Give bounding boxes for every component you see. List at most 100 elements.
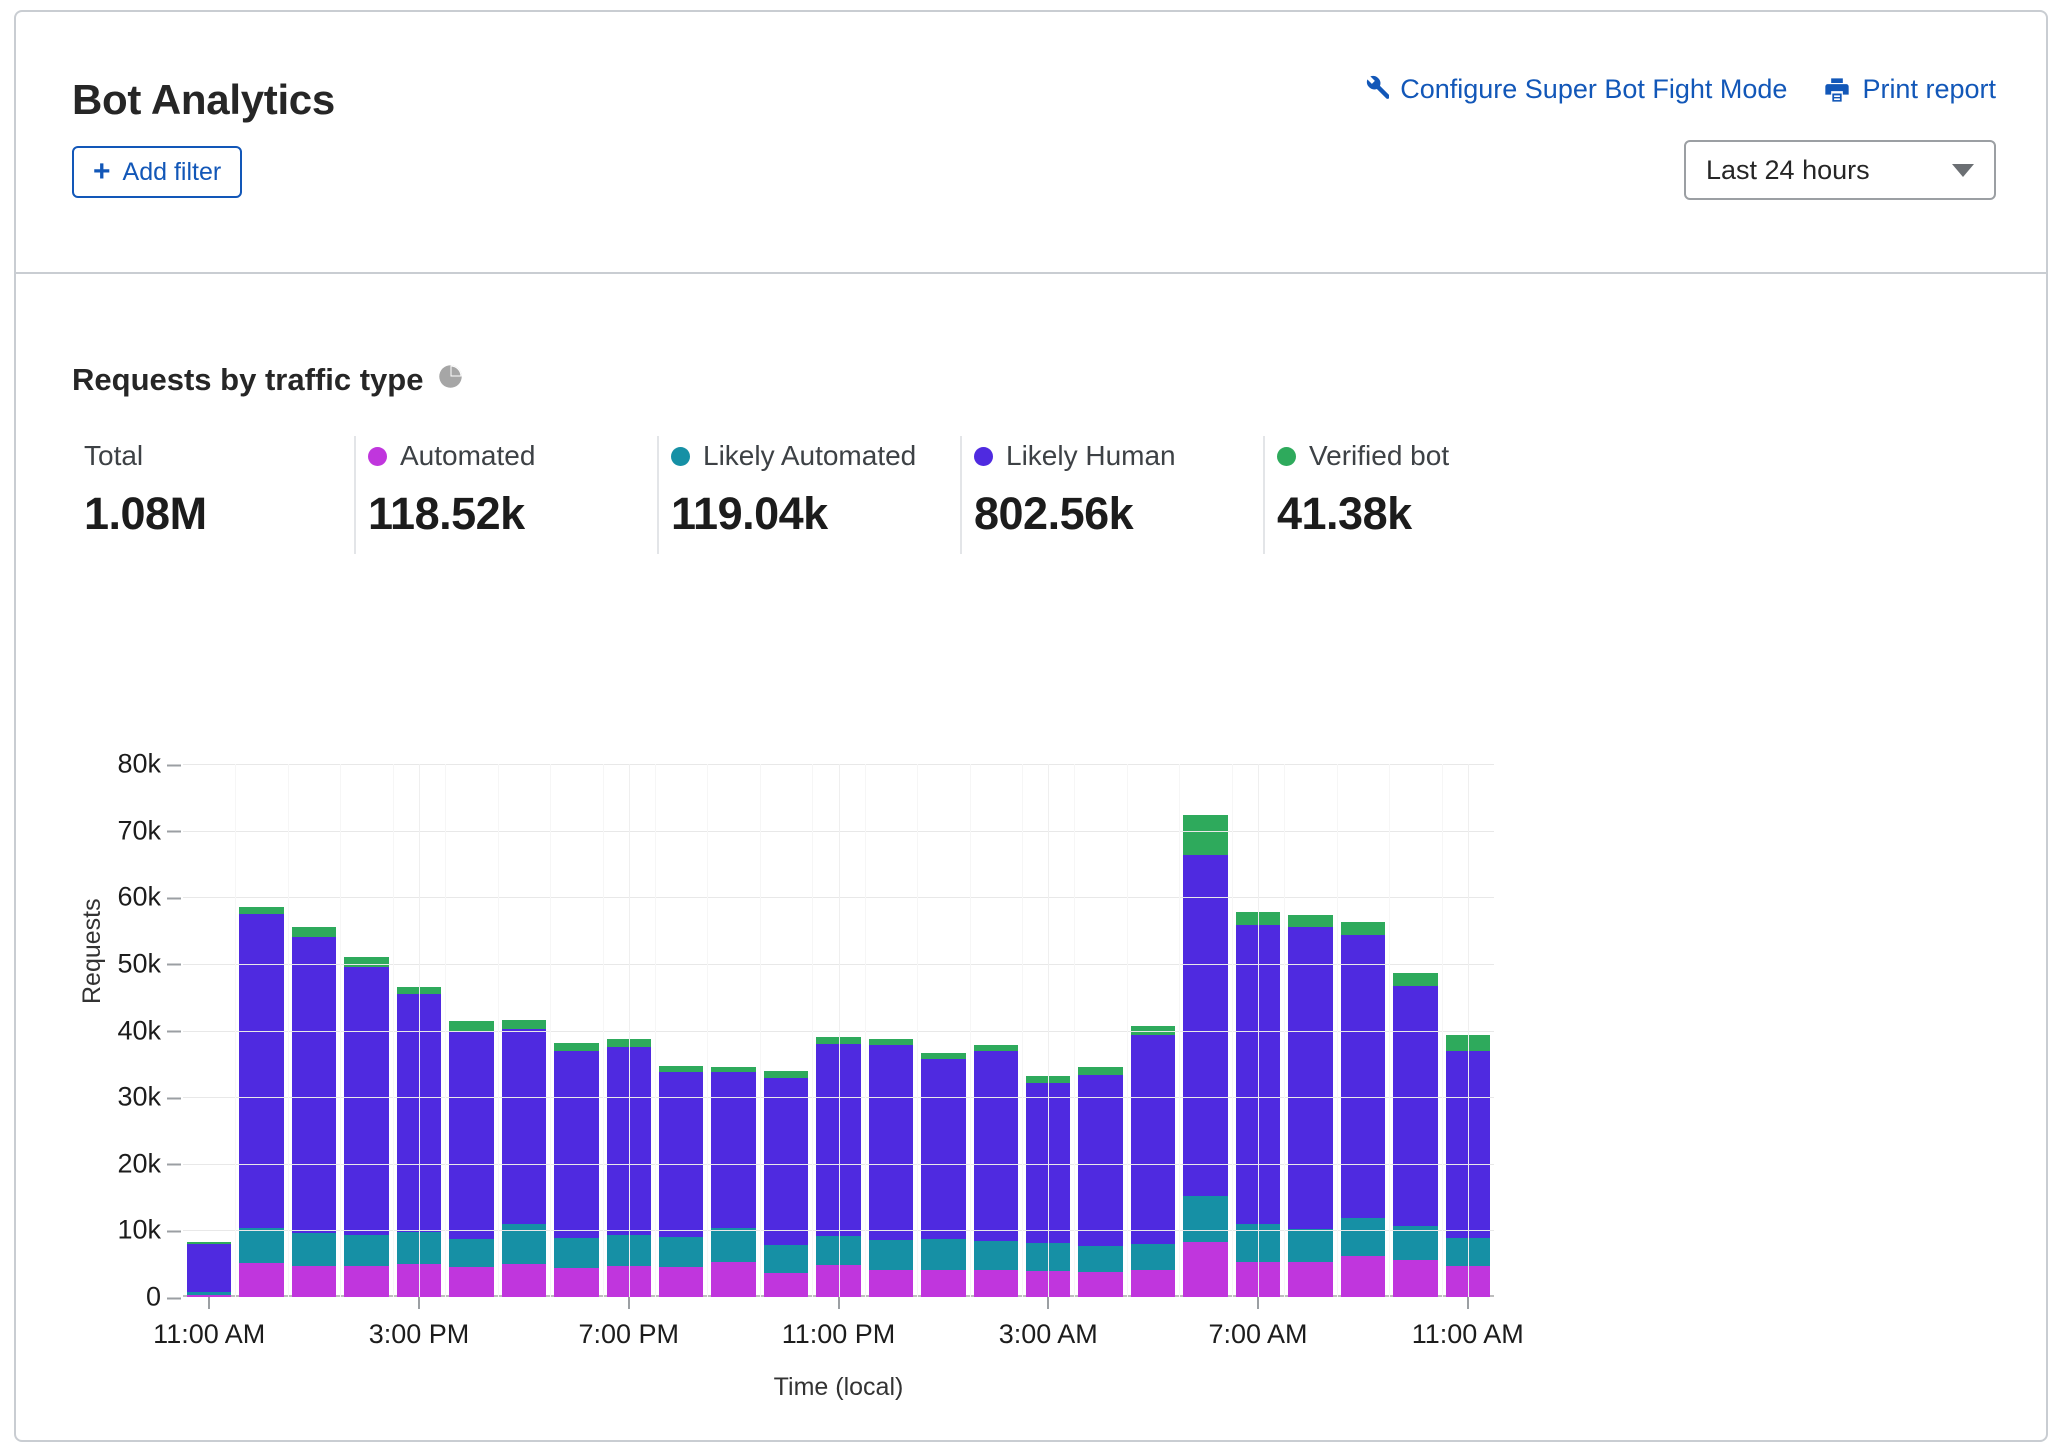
metric-label-text: Total (84, 440, 144, 471)
configure-super-bot-fight-mode-link[interactable]: Configure Super Bot Fight Mode (1359, 74, 1787, 105)
bar-segment (1183, 814, 1228, 855)
bar-column[interactable] (865, 764, 917, 1297)
bar-column[interactable] (235, 764, 287, 1297)
y-axis-tick-label: 30k (117, 1082, 183, 1113)
x-gridline-minor (759, 764, 761, 1297)
bar-segment (554, 1050, 599, 1238)
bar-segment (344, 957, 389, 968)
bar-column[interactable] (288, 764, 340, 1297)
analytics-card: Bot Analytics Configure Super Bot Fight … (14, 10, 2048, 1442)
x-axis-tick-label: 11:00 AM (1411, 1319, 1524, 1349)
bar-segment (763, 1273, 809, 1297)
bar-stack (763, 764, 809, 1297)
bar-column[interactable] (445, 764, 497, 1297)
bar-stack (1288, 764, 1333, 1297)
x-gridline-minor (1389, 764, 1391, 1297)
legend-dot-icon (974, 446, 993, 466)
x-gridline-minor (602, 764, 604, 1297)
metric-label: Likely Human (974, 436, 1263, 476)
bar-column[interactable] (498, 764, 550, 1297)
card-header: Bot Analytics Configure Super Bot Fight … (16, 12, 2046, 274)
x-axis-tick-mark (1257, 1297, 1260, 1309)
bar-column[interactable] (970, 764, 1022, 1297)
bar-column[interactable] (183, 764, 235, 1297)
bar-column[interactable] (1389, 764, 1441, 1297)
bar-column[interactable] (1179, 764, 1231, 1297)
add-filter-button[interactable]: + Add filter (72, 146, 243, 198)
bar-column[interactable] (1337, 764, 1389, 1297)
bar-segment (501, 1019, 547, 1029)
bar-segment (711, 1227, 756, 1263)
metric-label-text: Likely Automated (703, 440, 917, 471)
bar-column[interactable] (1442, 764, 1494, 1297)
bar-segment (1235, 911, 1281, 925)
bar-segment (344, 1235, 389, 1266)
bar-segment (1445, 1237, 1490, 1266)
bar-segment (711, 1262, 756, 1297)
bar-column[interactable] (917, 764, 969, 1297)
metric-summary-strip: Total 1.08M Automated 118.52k Likely Automat… (72, 436, 1992, 554)
bar-segment (449, 1267, 494, 1297)
bar-column[interactable] (760, 764, 812, 1297)
bar-segment (1445, 1265, 1490, 1297)
x-axis-tick-mark (1047, 1297, 1050, 1309)
requests-by-traffic-type-chart: Requests Time (local) 0 10k 20k 30k 40k 50k 60… (16, 574, 2046, 1402)
x-axis-tick-label: 7:00 AM (1208, 1319, 1308, 1349)
bar-column[interactable] (655, 764, 707, 1297)
bar-column[interactable] (1074, 764, 1126, 1297)
bar-column[interactable] (1127, 764, 1179, 1297)
legend-dot-icon (368, 446, 387, 466)
bar-segment (1393, 1226, 1438, 1261)
metric-card: Verified bot 41.38k (1263, 436, 1563, 554)
bar-segment (1183, 1241, 1228, 1297)
bar-column[interactable] (550, 764, 602, 1297)
bar-segment (1183, 854, 1228, 1197)
x-axis-tick-mark (208, 1297, 211, 1309)
bar-segment (868, 1270, 914, 1297)
y-axis-tick-label: 80k (117, 749, 183, 780)
bar-segment (1130, 1270, 1176, 1297)
x-gridline-minor (707, 764, 709, 1297)
bar-segment (449, 1021, 494, 1032)
bar-column[interactable] (1022, 764, 1074, 1297)
print-report-link[interactable]: Print report (1823, 74, 1996, 105)
bar-segment (449, 1031, 494, 1240)
bar-column[interactable] (603, 764, 655, 1297)
bar-segment (921, 1239, 966, 1270)
bar-segment (763, 1078, 809, 1246)
bar-segment (239, 1228, 284, 1264)
bar-stack (187, 764, 232, 1297)
bar-segment (1026, 1271, 1071, 1297)
x-gridline-minor (812, 764, 814, 1297)
metric-card: Total 1.08M (72, 436, 354, 554)
bar-stack (658, 764, 704, 1297)
bar-stack (1130, 764, 1176, 1297)
configure-link-label: Configure Super Bot Fight Mode (1400, 74, 1788, 104)
bar-column[interactable] (340, 764, 392, 1297)
bar-column[interactable] (1232, 764, 1284, 1297)
bar-segment (1445, 1050, 1490, 1238)
x-gridline-minor (445, 764, 447, 1297)
x-gridline-minor (1179, 764, 1181, 1297)
x-axis-tick-mark (417, 1297, 420, 1309)
bar-segment (554, 1042, 599, 1051)
metric-card: Automated 118.52k (354, 436, 657, 554)
bar-segment (1393, 973, 1438, 986)
bar-column[interactable] (812, 764, 864, 1297)
header-actions: Configure Super Bot Fight Mode Print rep… (1359, 74, 1996, 105)
bar-segment (1288, 1262, 1333, 1297)
section-title: Requests by traffic type (72, 362, 464, 398)
time-range-select[interactable]: Last 24 hours (1684, 140, 1996, 200)
bar-segment (1078, 1246, 1123, 1273)
pie-chart-icon (437, 362, 464, 398)
bar-segment (1183, 1196, 1228, 1242)
chart-plot-area: Time (local) 0 10k 20k 30k 40k 50k 60k 70k 80k 11… (117, 749, 1523, 1402)
bar-stack (1445, 764, 1490, 1297)
x-axis-tick-mark (1466, 1297, 1469, 1309)
x-axis-title: Time (local) (773, 1373, 904, 1401)
bar-column[interactable] (1284, 764, 1336, 1297)
x-axis-tick-mark (627, 1297, 630, 1309)
metric-label-text: Verified bot (1309, 440, 1450, 471)
x-gridline-minor (1074, 764, 1076, 1297)
bar-column[interactable] (707, 764, 759, 1297)
